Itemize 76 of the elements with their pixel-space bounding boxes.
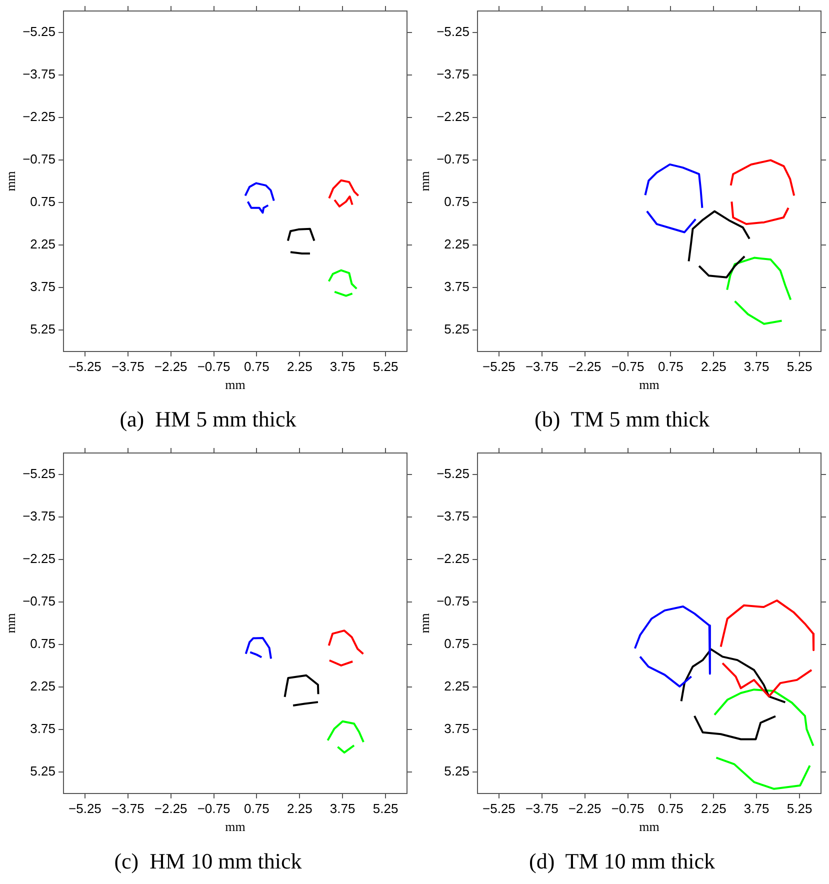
x-axis-title: mm — [639, 819, 660, 834]
y-axis-title: mm — [417, 171, 432, 192]
y-tick-label: 2.25 — [30, 678, 56, 694]
x-tick-label: −3.75 — [111, 358, 144, 374]
text: (d) TM 10 mm thick — [529, 848, 715, 874]
x-tick-label: −0.75 — [197, 800, 230, 816]
x-tick-label: 3.75 — [330, 358, 356, 374]
x-tick-label: 3.75 — [744, 800, 770, 816]
x-tick-label: 0.75 — [244, 800, 270, 816]
y-tick-label: 0.75 — [30, 636, 56, 652]
y-tick-label: −2.25 — [22, 550, 56, 566]
x-tick-label: −2.25 — [568, 800, 602, 816]
x-tick-label: 0.75 — [658, 358, 684, 374]
text: (b) TM 5 mm thick — [534, 406, 710, 432]
y-axis-title: mm — [417, 613, 432, 634]
x-tick-label: −3.75 — [525, 358, 558, 374]
x-axis-title: mm — [639, 377, 660, 392]
y-tick-label: 5.25 — [444, 322, 470, 337]
x-tick-label: 0.75 — [658, 800, 684, 816]
x-tick-label: 2.25 — [287, 800, 312, 816]
text: (c) HM 10 mm thick — [114, 848, 302, 874]
y-tick-label: 2.25 — [444, 678, 470, 694]
x-tick-label: −5.25 — [482, 800, 516, 816]
y-tick-label: −5.25 — [22, 466, 56, 481]
x-tick-label: −0.75 — [611, 358, 644, 374]
y-tick-label: 3.75 — [444, 279, 470, 294]
y-tick-label: −5.25 — [22, 24, 56, 39]
y-tick-label: 0.75 — [444, 636, 470, 652]
x-tick-label: −5.25 — [68, 800, 102, 816]
y-tick-label: −3.75 — [22, 508, 56, 524]
y-tick-label: −2.25 — [22, 108, 56, 124]
y-tick-label: −0.75 — [436, 594, 470, 609]
y-tick-label: 0.75 — [444, 194, 470, 210]
x-tick-label: −3.75 — [525, 800, 558, 816]
y-tick-label: −2.25 — [436, 108, 470, 124]
x-tick-label: −2.25 — [568, 358, 602, 374]
x-tick-label: 5.25 — [372, 800, 398, 816]
x-axis-title: mm — [225, 377, 246, 392]
y-tick-label: 5.25 — [30, 764, 56, 779]
y-tick-label: 3.75 — [30, 721, 56, 736]
x-tick-label: 3.75 — [330, 800, 356, 816]
y-tick-label: −0.75 — [436, 152, 470, 167]
y-tick-label: 3.75 — [30, 279, 56, 294]
x-tick-label: −0.75 — [611, 800, 644, 816]
x-tick-label: 3.75 — [744, 358, 770, 374]
text: (a) HM 5 mm thick — [120, 406, 296, 432]
x-tick-label: −5.25 — [482, 358, 516, 374]
y-tick-label: −0.75 — [22, 594, 56, 609]
y-tick-label: 3.75 — [444, 721, 470, 736]
x-axis-title: mm — [225, 819, 246, 834]
y-tick-label: 0.75 — [30, 194, 56, 210]
y-tick-label: 5.25 — [444, 764, 470, 779]
x-tick-label: 5.25 — [786, 800, 812, 816]
x-tick-label: −5.25 — [68, 358, 102, 374]
y-tick-label: −3.75 — [436, 508, 470, 524]
x-tick-label: 2.25 — [701, 358, 726, 374]
y-tick-label: −2.25 — [436, 550, 470, 566]
x-tick-label: −2.25 — [154, 800, 188, 816]
x-tick-label: 2.25 — [287, 358, 312, 374]
x-tick-label: −3.75 — [111, 800, 144, 816]
y-tick-label: 5.25 — [30, 322, 56, 337]
y-axis-title: mm — [3, 613, 18, 634]
x-tick-label: 5.25 — [372, 358, 398, 374]
y-tick-label: −3.75 — [436, 66, 470, 82]
y-tick-label: −5.25 — [436, 466, 470, 481]
x-tick-label: 0.75 — [244, 358, 270, 374]
y-tick-label: 2.25 — [444, 236, 470, 252]
y-tick-label: −3.75 — [22, 66, 56, 82]
x-tick-label: −0.75 — [197, 358, 230, 374]
x-tick-label: 2.25 — [701, 800, 726, 816]
y-axis-title: mm — [3, 171, 18, 192]
x-tick-label: 5.25 — [786, 358, 812, 374]
y-tick-label: 2.25 — [30, 236, 56, 252]
x-tick-label: −2.25 — [154, 358, 188, 374]
y-tick-label: −5.25 — [436, 24, 470, 39]
y-tick-label: −0.75 — [22, 152, 56, 167]
